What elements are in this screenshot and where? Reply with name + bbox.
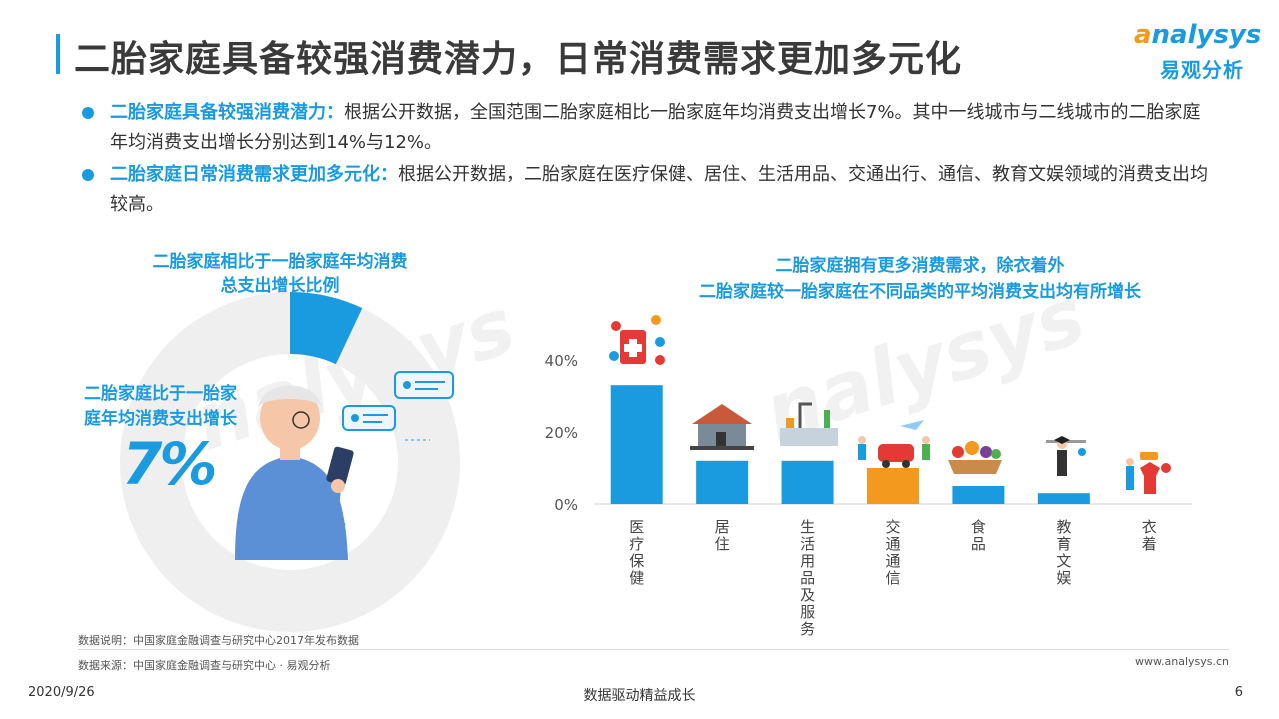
logo-english: analysys: [1134, 20, 1261, 50]
data-note: 数据说明：中国家庭金融调查与研究中心2017年发布数据: [78, 634, 359, 647]
x-tick-label: 居住: [715, 518, 730, 553]
car-transport-icon: [858, 420, 930, 468]
x-tick-label: 医疗保健: [629, 518, 644, 587]
bar-title-line2: 二胎家庭较一胎家庭在不同品类的平均消费支出均有所增长: [699, 282, 1141, 302]
page-number: 6: [1234, 685, 1243, 700]
donut-label-line2: 庭年均消费支出增长: [84, 409, 237, 429]
logo-chinese: 易观分析: [1160, 58, 1244, 82]
title-accent-bar: [56, 34, 60, 74]
woman-with-phone-illustration: [235, 371, 454, 560]
x-tick-label: 教育文娱: [1056, 518, 1071, 587]
donut-slice-growth: [290, 292, 363, 365]
footer-divider: [78, 649, 1229, 650]
bar: [781, 460, 834, 504]
bar: [952, 486, 1005, 504]
x-tick-label: 交通通信: [885, 518, 900, 587]
shopping-clothes-icon: [1126, 452, 1171, 494]
footer-slogan: 数据驱动精益成长: [583, 688, 696, 704]
bar: [867, 468, 919, 504]
logo-english-a: a: [1134, 20, 1152, 50]
donut-value-label: 7%: [122, 430, 218, 498]
website-link[interactable]: www.analysys.cn: [1135, 655, 1229, 668]
analysys-logo: analysys 易观分析: [1134, 20, 1264, 84]
donut-title-line2: 总支出增长比例: [220, 276, 340, 296]
bullet-text: 根据公开数据，全国范围二胎家庭相比一胎家庭年均消费支出增长7%。其中一线城市与二…: [110, 102, 1201, 153]
donut-slice-rest: [119, 292, 460, 632]
x-tick-label: 生活用品及服务: [800, 518, 815, 638]
graduation-icon: [1046, 436, 1086, 476]
house-icon: [690, 404, 754, 450]
bullet-lead: 二胎家庭具备较强消费潜力：: [110, 102, 344, 123]
medical-kit-icon: [609, 315, 665, 365]
bar: [610, 385, 663, 504]
category-illustrations: [609, 315, 1171, 494]
y-tick-label: 0%: [554, 496, 578, 514]
donut-label-line1: 二胎家庭比于一胎家: [84, 384, 237, 404]
x-tick-label: 衣着: [1142, 518, 1157, 553]
bar-chart-title: 二胎家庭拥有更多消费需求，除衣着外 二胎家庭较一胎家庭在不同品类的平均消费支出均…: [620, 253, 1220, 305]
bar: [696, 460, 749, 504]
footer-date: 2020/9/26: [28, 685, 95, 700]
bar-title-line1: 二胎家庭拥有更多消费需求，除衣着外: [775, 256, 1065, 276]
x-tick-label: 食品: [971, 518, 986, 553]
food-basket-icon: [948, 441, 1002, 474]
bullet-item: 二胎家庭具备较强消费潜力：根据公开数据，全国范围二胎家庭相比一胎家庭年均消费支出…: [82, 98, 1212, 158]
donut-chart-title: 二胎家庭相比于一胎家庭年均消费 总支出增长比例: [100, 250, 460, 298]
bullet-dot: [82, 107, 94, 119]
donut-value-description: 二胎家庭比于一胎家 庭年均消费支出增长: [84, 382, 274, 432]
bar: [1037, 493, 1090, 504]
y-tick-label: 20%: [545, 424, 578, 442]
y-tick-label: 40%: [545, 352, 578, 370]
bullet-dot: [82, 169, 94, 181]
kitchen-sink-icon: [780, 402, 838, 446]
bullet-lead: 二胎家庭日常消费需求更加多元化：: [110, 164, 398, 185]
bullet-item: 二胎家庭日常消费需求更加多元化：根据公开数据，二胎家庭在医疗保健、居住、生活用品…: [82, 160, 1212, 220]
data-source: 数据来源：中国家庭金融调查与研究中心 · 易观分析: [78, 659, 331, 672]
logo-english-rest: nalysys: [1151, 20, 1262, 50]
page-title: 二胎家庭具备较强消费潜力，日常消费需求更加多元化: [74, 39, 963, 80]
bullet-list: 二胎家庭具备较强消费潜力：根据公开数据，全国范围二胎家庭相比一胎家庭年均消费支出…: [82, 98, 1212, 222]
donut-title-line1: 二胎家庭相比于一胎家庭年均消费: [152, 252, 408, 272]
bullet-text: 根据公开数据，二胎家庭在医疗保健、居住、生活用品、交通出行、通信、教育文娱领域的…: [110, 164, 1208, 215]
